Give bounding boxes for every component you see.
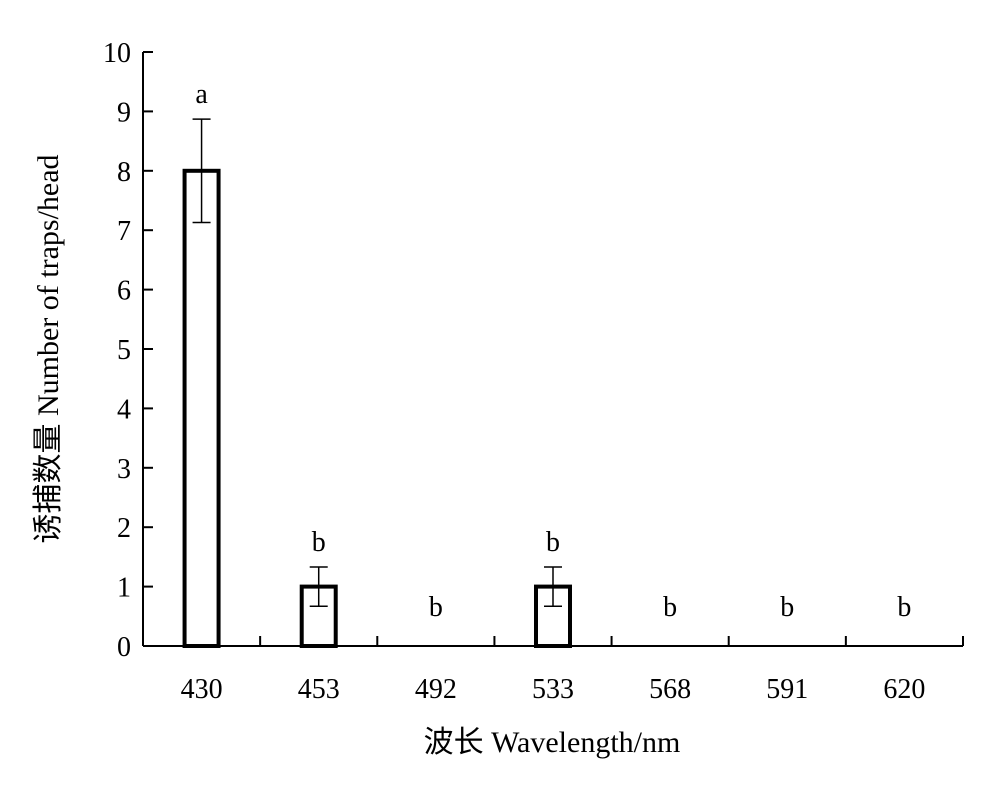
significance-letters: a b b b b b b [195, 79, 911, 623]
x-axis-title: 波长 Wavelength/nm [424, 726, 681, 759]
x-tick-label: 591 [766, 674, 808, 705]
y-tick-label: 8 [117, 157, 131, 188]
y-tick-label: 7 [117, 216, 131, 247]
y-tick-label: 5 [117, 335, 131, 366]
bars [182, 168, 572, 649]
significance-letter: b [429, 592, 443, 623]
y-tick-label: 9 [117, 97, 131, 128]
y-tick-label: 10 [103, 38, 131, 69]
bar [182, 168, 221, 649]
x-tick-label: 492 [415, 674, 457, 705]
significance-letter: a [195, 79, 208, 110]
significance-letter: b [897, 592, 911, 623]
y-tick-label: 4 [117, 394, 131, 425]
x-tick-label: 533 [532, 674, 574, 705]
y-tick-label: 0 [117, 632, 131, 663]
significance-letter: b [546, 527, 560, 558]
significance-letter: b [780, 592, 794, 623]
error-bars [192, 118, 562, 607]
y-tick-label: 3 [117, 454, 131, 485]
significance-letter: b [312, 527, 326, 558]
significance-letter: b [663, 592, 677, 623]
y-tick-label: 1 [117, 573, 131, 604]
y-axis: 0 1 2 3 4 5 6 7 8 9 10 [103, 38, 153, 663]
x-tick-label: 620 [883, 674, 925, 705]
y-tick-label: 6 [117, 276, 131, 307]
x-tick-label: 453 [298, 674, 340, 705]
y-axis-title: 诱捕数量 Number of traps/head [32, 154, 65, 543]
x-tick-label: 568 [649, 674, 691, 705]
x-tick-label: 430 [181, 674, 223, 705]
y-tick-label: 2 [117, 513, 131, 544]
